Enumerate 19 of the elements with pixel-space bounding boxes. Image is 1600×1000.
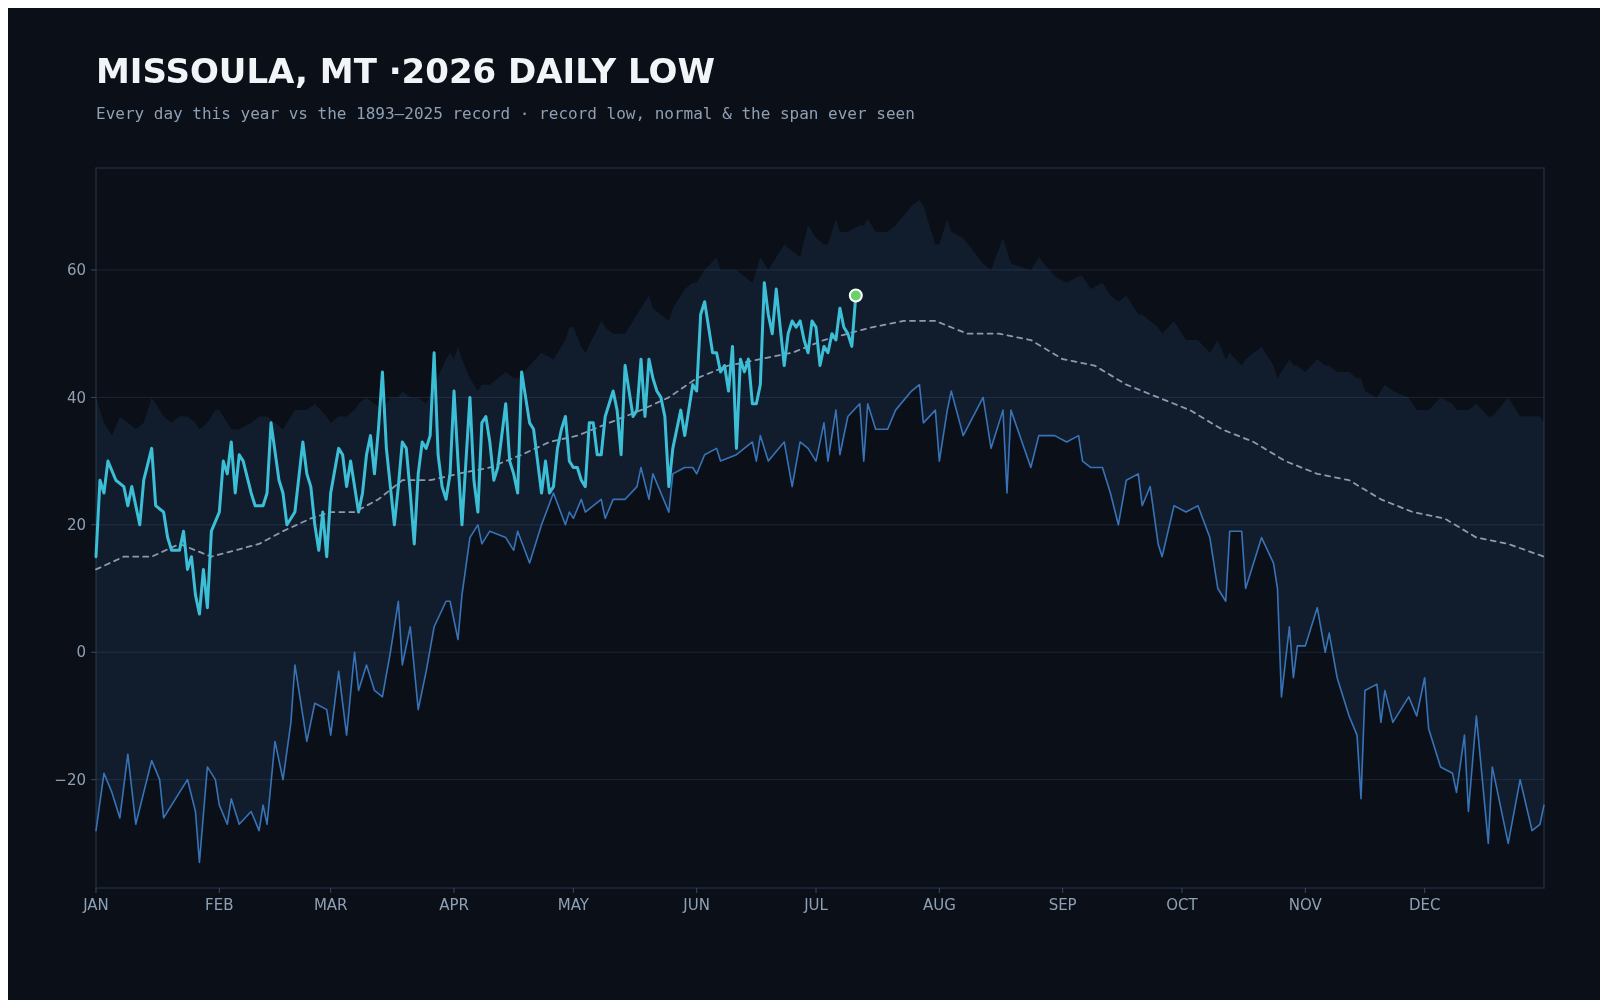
y-tick-label: 60	[66, 261, 86, 280]
x-tick-label: OCT	[1166, 896, 1199, 914]
x-tick-label: DEC	[1408, 896, 1441, 914]
x-tick-label: APR	[439, 896, 469, 914]
y-tick-label: 0	[76, 643, 86, 662]
x-tick-label: AUG	[922, 896, 956, 914]
y-tick-label: −20	[54, 770, 86, 789]
x-tick-label: JAN	[82, 896, 109, 914]
x-tick-label: SEP	[1048, 896, 1077, 914]
x-tick-label: MAY	[557, 896, 590, 914]
y-tick-label: 20	[66, 516, 86, 535]
x-tick-label: FEB	[205, 896, 234, 914]
x-tick-label: JUL	[803, 896, 829, 914]
x-tick-label: NOV	[1288, 896, 1323, 914]
chart-title: MISSOULA, MT ·2026 DAILY LOW	[96, 51, 715, 91]
y-tick-label: 40	[66, 388, 86, 407]
x-tick-label: JUN	[682, 896, 710, 914]
chart-subtitle: Every day this year vs the 1893–2025 record · record low, normal & the span ever seen	[96, 104, 915, 123]
x-tick-label: MAR	[313, 896, 348, 914]
